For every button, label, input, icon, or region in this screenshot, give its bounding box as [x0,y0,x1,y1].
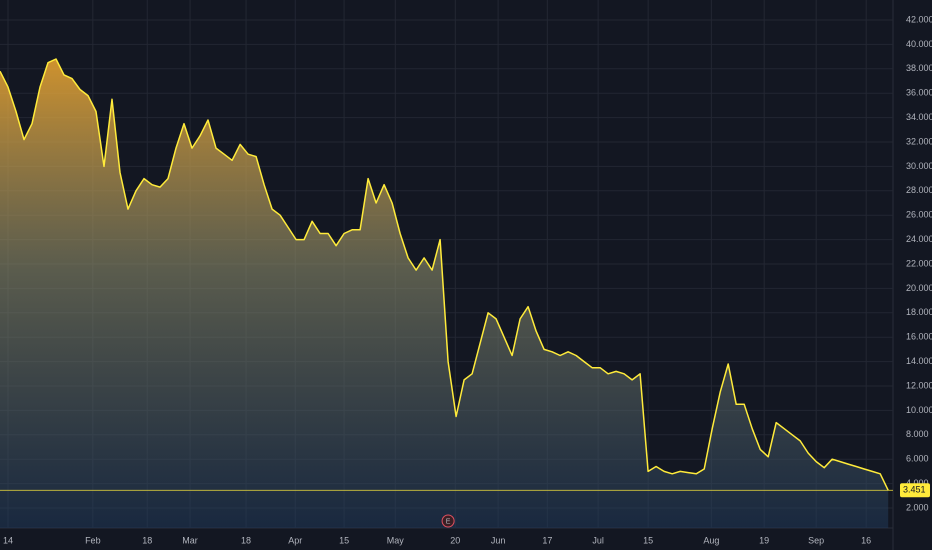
x-tick-label: May [387,535,405,545]
x-tick-label: 20 [450,535,460,545]
y-tick-label: 4.000 [906,478,929,488]
y-tick-label: 18.000 [906,307,932,317]
y-tick-label: 12.000 [906,380,932,390]
price-line [0,58,889,491]
y-tick-label: 24.000 [906,234,932,244]
y-tick-label: 26.000 [906,210,932,220]
earnings-label: E [446,518,451,525]
y-tick-label: 6.000 [906,454,929,464]
y-tick-label: 38.000 [906,63,932,73]
x-tick-label: 15 [339,535,349,545]
last-price-badge [900,483,930,498]
y-tick-label: 8.000 [906,429,929,439]
y-tick-label: 40.000 [906,39,932,49]
x-tick-label: 18 [241,535,251,545]
x-tick-label: 15 [643,535,653,545]
y-tick-label: 16.000 [906,332,932,342]
y-tick-label: 36.000 [906,88,932,98]
y-tick-label: 30.000 [906,161,932,171]
y-tick-label: 14.000 [906,356,932,366]
x-tick-label: 16 [861,535,871,545]
area-fill [0,59,889,528]
x-tick-label: 19 [759,535,769,545]
x-tick-label: 17 [542,535,552,545]
x-tick-label: Aug [703,535,719,545]
x-tick-label: Sep [808,535,824,545]
y-tick-label: 10.000 [906,405,932,415]
last-price-label: 3.451 [903,485,926,495]
x-tick-label: Jul [592,535,604,545]
y-tick-label: 22.000 [906,258,932,268]
y-tick-label: 2.000 [906,502,929,512]
x-tick-label: 14 [3,535,13,545]
y-tick-label: 20.000 [906,283,932,293]
x-tick-label: Mar [182,535,198,545]
earnings-marker [441,514,455,528]
y-tick-label: 34.000 [906,112,932,122]
x-tick-label: Apr [288,535,302,545]
x-tick-label: 18 [142,535,152,545]
x-tick-label: Jun [491,535,506,545]
x-tick-label: Feb [85,535,101,545]
y-tick-label: 42.000 [906,14,932,24]
y-tick-label: 32.000 [906,136,932,146]
y-tick-label: 28.000 [906,185,932,195]
